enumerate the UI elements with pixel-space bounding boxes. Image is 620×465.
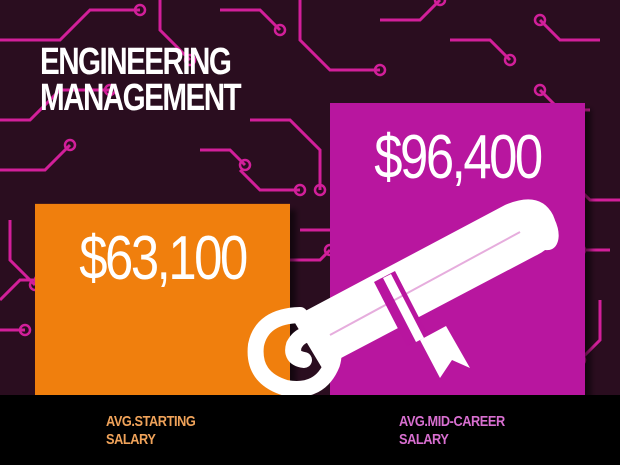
circuit-trace bbox=[250, 118, 322, 190]
circuit-node bbox=[313, 183, 327, 197]
category-label-mid-career: AVG.MID-CAREER SALARY bbox=[399, 413, 505, 449]
circuit-trace bbox=[538, 18, 600, 42]
chart-title: ENGINEERING MANAGEMENT bbox=[40, 41, 242, 119]
circuit-trace bbox=[0, 143, 72, 172]
circuit-trace bbox=[450, 38, 512, 62]
circuit-trace bbox=[380, 0, 442, 22]
title-line-1: ENGINEERING bbox=[40, 41, 232, 83]
circuit-node bbox=[373, 63, 387, 77]
diploma-scroll-icon bbox=[247, 199, 559, 397]
circuit-node bbox=[273, 23, 287, 37]
circuit-node bbox=[433, 0, 447, 7]
footer-band bbox=[0, 395, 620, 465]
value-label-mid-career: $96,400 bbox=[374, 123, 542, 192]
circuit-trace bbox=[578, 300, 602, 362]
circuit-trace bbox=[158, 0, 192, 62]
circuit-node bbox=[63, 138, 77, 152]
circuit-trace bbox=[0, 8, 140, 42]
circuit-node bbox=[503, 53, 517, 67]
circuit-trace bbox=[8, 220, 37, 287]
circuit-trace bbox=[0, 278, 40, 302]
circuit-node bbox=[533, 13, 547, 27]
circuit-node bbox=[103, 83, 117, 97]
circuit-node bbox=[133, 3, 147, 17]
category-label-mid-career-line2: SALARY bbox=[399, 431, 449, 448]
circuit-node bbox=[18, 323, 32, 337]
circuit-trace bbox=[298, 0, 380, 72]
bar-starting-salary bbox=[35, 203, 290, 395]
category-label-starting-line2: SALARY bbox=[106, 431, 156, 448]
circuit-pattern bbox=[0, 0, 620, 367]
title-line-2: MANAGEMENT bbox=[40, 77, 242, 119]
circuit-trace bbox=[220, 8, 282, 32]
circuit-node bbox=[533, 83, 547, 97]
circuit-trace bbox=[0, 88, 110, 122]
category-label-starting: AVG.STARTING SALARY bbox=[106, 413, 196, 449]
category-label-mid-career-line1: AVG.MID-CAREER bbox=[399, 413, 505, 430]
circuit-node bbox=[238, 158, 252, 172]
value-label-starting: $63,100 bbox=[79, 224, 247, 293]
category-label-starting-line1: AVG.STARTING bbox=[106, 413, 196, 430]
circuit-node bbox=[183, 53, 197, 67]
circuit-trace bbox=[238, 168, 300, 192]
circuit-trace bbox=[200, 148, 247, 167]
circuit-node bbox=[293, 183, 307, 197]
